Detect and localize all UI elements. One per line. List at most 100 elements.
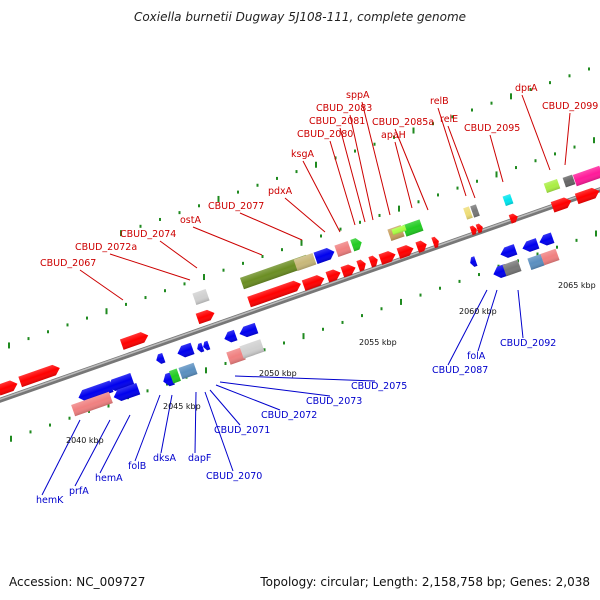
forward-gene-leader (361, 101, 391, 216)
forward-gene-arrow (340, 264, 356, 278)
gene-shading (0, 380, 18, 396)
tick-mark (490, 101, 493, 105)
scale-label-2045: 2045 kbp (163, 402, 201, 411)
gene-box (502, 193, 514, 207)
tick-mark (29, 430, 32, 434)
gene-shading (470, 204, 480, 218)
gene-shading (527, 254, 545, 270)
gene-label-cbud-2085a: CBUD_2085a (372, 117, 434, 128)
gene-shading (378, 251, 396, 265)
gene-box (239, 254, 311, 290)
tick-mark (68, 416, 71, 420)
gene-shading (522, 238, 540, 252)
gene-box (169, 368, 181, 384)
forward-gene-leader (192, 226, 263, 256)
forward-gene-arrow (18, 364, 60, 388)
tick-mark (549, 81, 551, 85)
gene-shading (562, 174, 576, 188)
gene-shading (508, 213, 518, 224)
tick-mark (203, 274, 205, 281)
gene-label-cbud-2070: CBUD_2070 (206, 471, 262, 482)
genome-summary-text: Topology: circular; Length: 2,158,758 bp… (260, 575, 590, 589)
forward-gene-leader (521, 94, 551, 171)
gene-label-cbud-2081: CBUD_2081 (309, 116, 365, 127)
gene-box (239, 339, 265, 359)
gene-shading (197, 342, 205, 353)
tick-mark (536, 252, 539, 256)
reverse-gene-arrow (239, 322, 259, 338)
tick-mark (217, 195, 220, 202)
gene-shading (313, 248, 335, 264)
reverse-gene-leader (74, 419, 111, 487)
forward-gene-leader (564, 112, 571, 166)
reverse-gene-leader (234, 375, 376, 382)
gene-box (293, 253, 317, 271)
forward-gene-leader (302, 160, 341, 233)
gene-label-dksa: dksA (153, 453, 176, 464)
tick-mark (27, 337, 30, 341)
reverse-gene-arrow (522, 238, 540, 252)
gene-label-cbud-2092: CBUD_2092 (500, 338, 556, 349)
forward-gene-arrow (475, 223, 483, 234)
tick-mark (222, 268, 225, 272)
reverse-gene-leader (160, 394, 173, 454)
reverse-gene-arrow (470, 256, 478, 267)
tick-mark (534, 159, 537, 163)
reverse-gene-labels: hemK prfA hemA folB dksA dapF CBUD_2070 … (36, 338, 556, 506)
forward-gene-arrow (396, 245, 414, 259)
reverse-gene-arrow (163, 372, 175, 387)
gene-label-cbud-2099: CBUD_2099 (542, 101, 598, 112)
gene-shading (340, 264, 356, 278)
gene-shading (356, 259, 366, 272)
gene-label-relb: relB (430, 96, 449, 107)
forward-gene-leader (329, 140, 356, 226)
gene-shading (113, 383, 141, 401)
genome-backbone (0, 187, 600, 403)
tick-mark (263, 348, 266, 352)
tick-mark (339, 227, 342, 231)
tick-mark (510, 93, 512, 100)
tick-mark (380, 307, 383, 311)
tick-mark (412, 127, 415, 134)
tick-mark (517, 259, 519, 263)
gene-box (502, 259, 522, 277)
tick-mark (595, 230, 597, 237)
gene-shading (239, 322, 259, 338)
tick-mark (178, 211, 181, 215)
tick-mark (556, 245, 558, 249)
tick-mark (281, 248, 283, 252)
gene-shading (431, 236, 439, 249)
label-leader-lines (41, 94, 571, 496)
gene-shading (475, 223, 483, 234)
gene-shading (368, 255, 378, 268)
gene-label-sppa: sppA (346, 90, 370, 101)
tick-mark (575, 238, 578, 242)
gene-shading (293, 253, 317, 271)
forward-gene-leader (349, 114, 374, 221)
gene-label-cbud-2073: CBUD_2073 (306, 396, 362, 407)
reverse-gene-leader (477, 289, 498, 352)
gene-label-fola: folA (467, 351, 486, 362)
gene-label-cbud-2072: CBUD_2072 (261, 410, 317, 421)
reverse-gene-leader (219, 381, 331, 397)
gene-shading (192, 289, 210, 305)
gene-shading (224, 329, 238, 343)
forward-gene-leader (437, 107, 467, 197)
tick-mark (398, 205, 400, 212)
tick-mark (320, 234, 322, 238)
gene-label-hemk: hemK (36, 495, 64, 506)
gene-shading (119, 332, 149, 350)
tick-mark (49, 423, 51, 427)
gene-shading (18, 364, 60, 388)
tick-mark (471, 108, 473, 112)
reverse-gene-arrow (224, 329, 238, 343)
tick-mark (437, 193, 439, 197)
tick-mark (315, 161, 317, 168)
forward-gene-leader (159, 240, 198, 269)
gene-label-hema: hemA (95, 473, 123, 484)
gene-shading (469, 225, 477, 236)
forward-gene-arrow (508, 213, 518, 224)
gene-box (402, 219, 424, 237)
forward-gene-arrow (195, 309, 215, 325)
gene-shading (247, 280, 301, 308)
